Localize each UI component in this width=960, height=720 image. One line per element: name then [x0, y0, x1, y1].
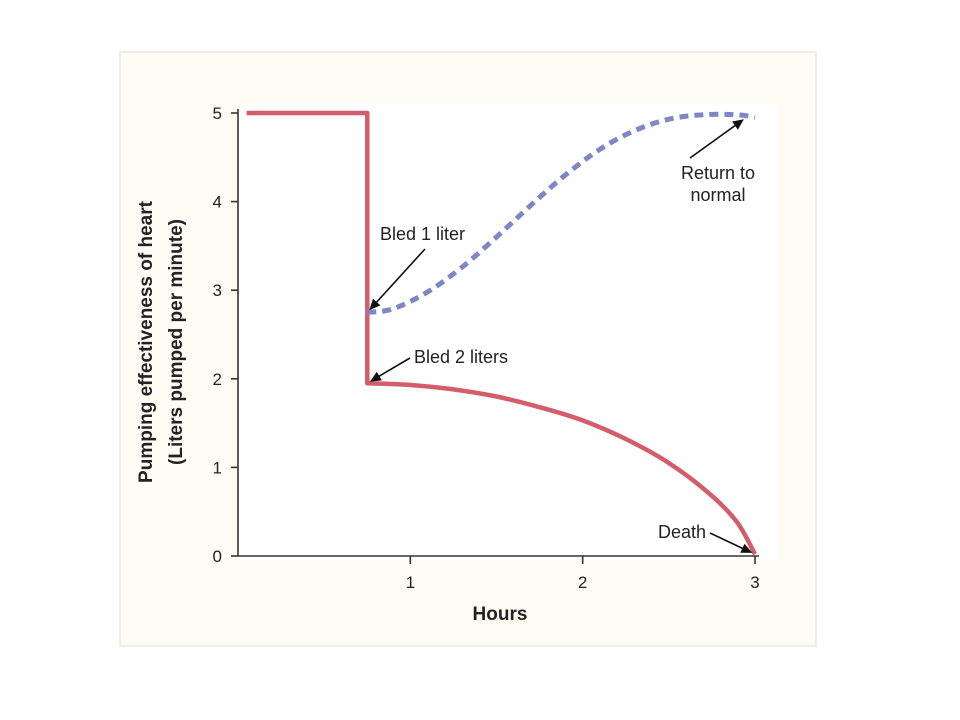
x-tick-label: 1	[406, 573, 415, 592]
annotation-death: Death	[658, 522, 706, 542]
series-group	[246, 110, 757, 556]
y-tick-label: 2	[213, 370, 222, 389]
y-axis-title: Pumping effectiveness of heart	[136, 200, 157, 483]
y-tick-label: 3	[213, 281, 222, 300]
annotation-return-to-normal: Return to normal	[681, 163, 755, 205]
arrowhead-death	[740, 543, 753, 553]
arrowhead-return-to-normal	[732, 119, 744, 130]
series-line-bled-2-liters	[246, 110, 757, 556]
annotation-bled-1-liter: Bled 1 liter	[380, 224, 465, 244]
y-tick-label: 0	[213, 547, 222, 566]
x-tick-label: 3	[750, 573, 759, 592]
annotations: Bled 1 liter Bled 2 liters Return to normal…	[369, 119, 755, 553]
arrow-bled-2-liters	[377, 357, 411, 378]
plot-background	[238, 104, 778, 559]
annotation-bled-2-liters: Bled 2 liters	[414, 347, 508, 367]
x-tick-label: 2	[578, 573, 587, 592]
arrow-death	[709, 532, 745, 550]
y-tick-label: 4	[213, 193, 222, 212]
y-tick-label: 1	[213, 458, 222, 477]
y-tick-label: 5	[213, 104, 222, 123]
arrow-return-to-normal	[689, 123, 738, 159]
series-line-bled-1-liter	[366, 111, 756, 315]
arrowhead-bled-1-liter	[369, 298, 381, 311]
axes: 0 1 2 3 4 5 1 2 3	[213, 104, 760, 592]
x-axis-title: Hours	[473, 604, 528, 625]
y-axis-subtitle: (Liters pumped per minute)	[166, 219, 187, 465]
arrow-bled-1-liter	[374, 248, 426, 305]
arrowhead-bled-2-liters	[369, 371, 382, 382]
